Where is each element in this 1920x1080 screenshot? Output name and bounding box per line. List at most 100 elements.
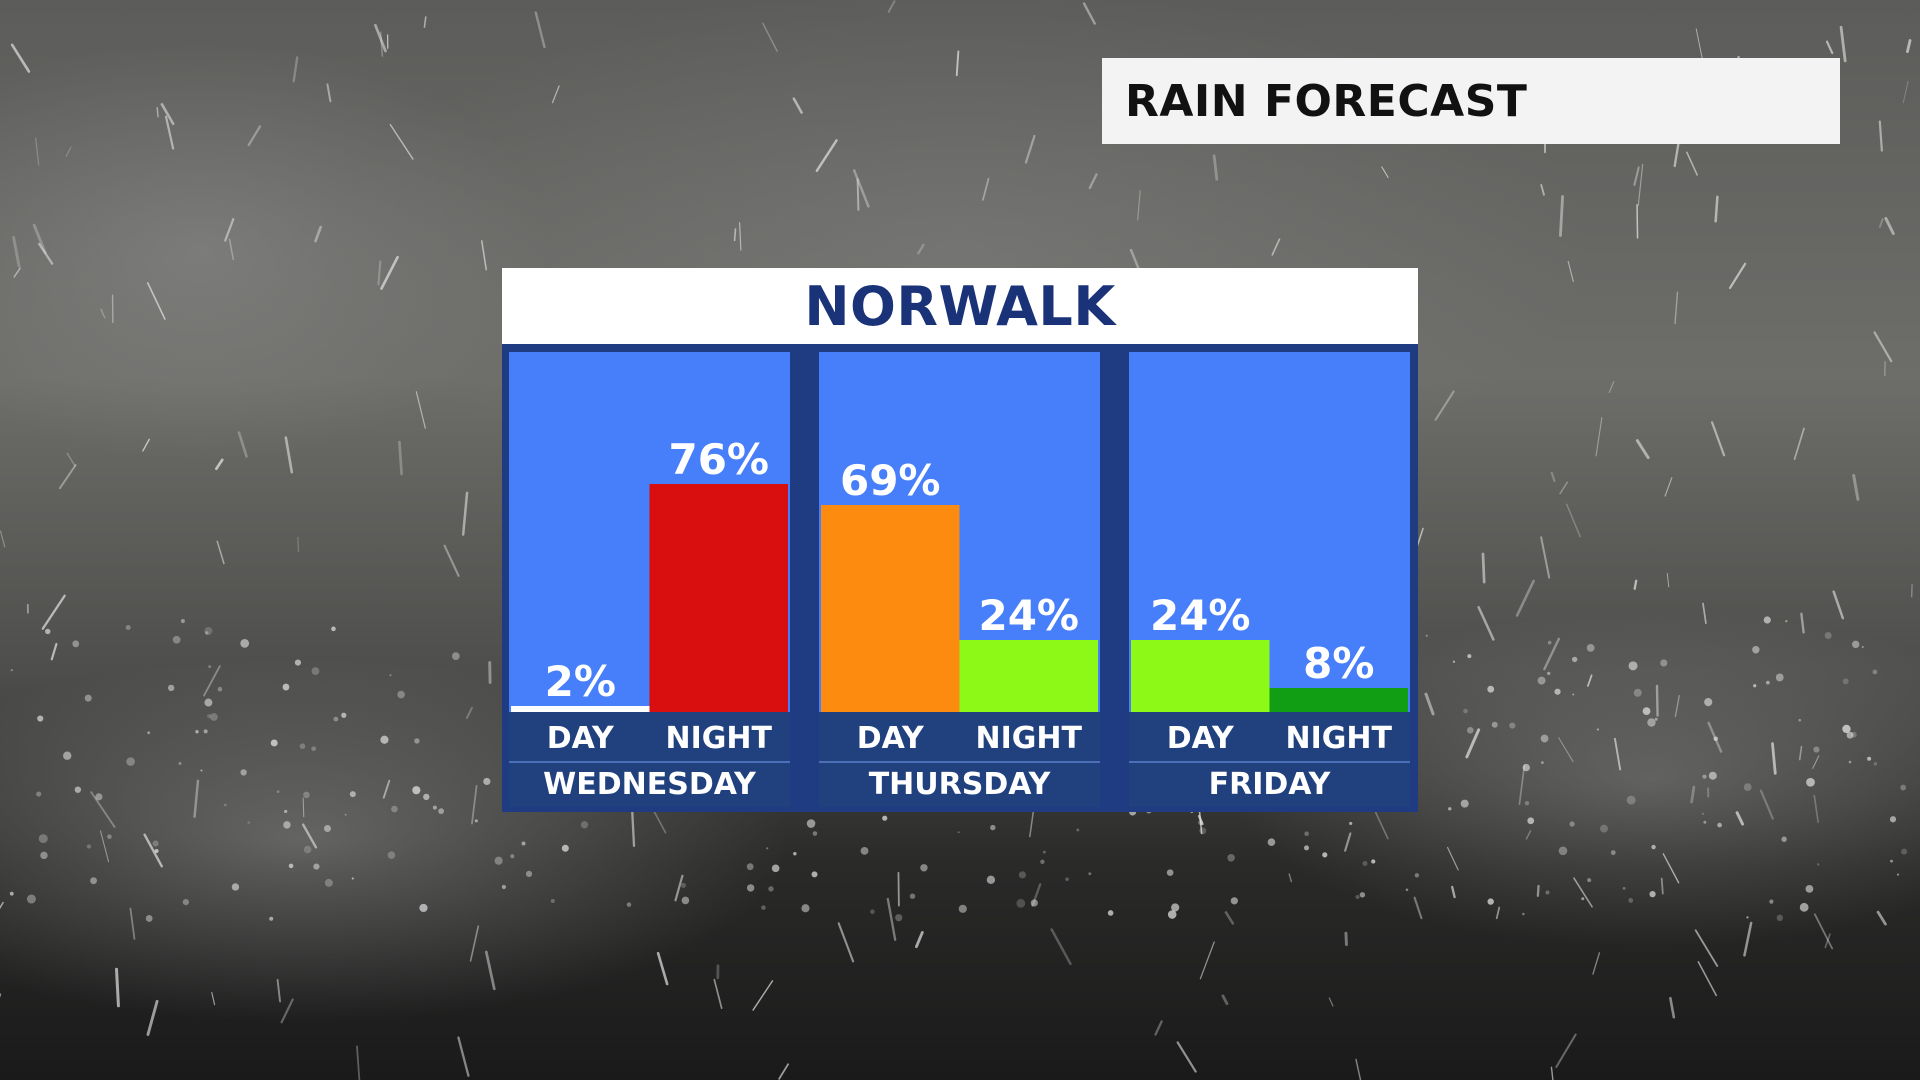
day-label-band (509, 763, 790, 807)
splash-droplet (270, 739, 278, 747)
rain-streak (1878, 120, 1883, 152)
splash-droplet (1622, 887, 1626, 890)
data-label: 8% (1303, 639, 1374, 688)
splash-droplet (1703, 820, 1707, 824)
rain-streak (1690, 785, 1696, 804)
splash-droplet (152, 840, 159, 847)
splash-droplet (349, 791, 356, 798)
splash-droplet (145, 915, 153, 922)
splash-droplet (1362, 861, 1368, 867)
splash-droplet (40, 851, 48, 860)
forecast-panel: NORWALK 2% DAY 76% NIGHT WEDNESDAY 69% DAY 24% N… (502, 268, 1418, 812)
splash-droplet (269, 916, 274, 921)
splash-droplet (680, 882, 686, 888)
rain-streak (461, 491, 469, 536)
splash-droplet (1799, 902, 1809, 912)
rain-streak (1728, 262, 1747, 290)
rain-streak (1212, 154, 1219, 181)
splash-droplet (1702, 774, 1707, 779)
rain-streak (1525, 830, 1532, 840)
splash-droplet (1487, 685, 1495, 693)
splash-droplet (167, 684, 175, 692)
splash-droplet (387, 851, 396, 859)
splash-droplet (1781, 836, 1787, 842)
rain-streak (955, 50, 960, 77)
splash-droplet (412, 786, 421, 795)
data-label: 2% (545, 657, 616, 706)
rain-streak (443, 544, 460, 577)
rain-streak (982, 177, 990, 201)
rain-streak (1271, 238, 1281, 256)
rain-streak (1465, 728, 1481, 759)
splash-droplet (1628, 661, 1638, 671)
splash-droplet (1359, 892, 1366, 898)
splash-droplet (1487, 898, 1494, 905)
bar-thursday-night (959, 640, 1098, 712)
rain-streak (32, 223, 47, 254)
splash-droplet (882, 815, 888, 821)
day-label-band (1129, 763, 1410, 807)
rain-streak (1031, 883, 1042, 907)
splash-droplet (303, 791, 310, 799)
location-name: NORWALK (804, 274, 1116, 338)
rain-streak (1608, 381, 1615, 394)
splash-droplet (1171, 903, 1180, 912)
splash-droplet (1776, 914, 1784, 922)
splash-droplet (1765, 680, 1770, 685)
rain-streak (1873, 331, 1893, 363)
rain-streak (1697, 961, 1718, 997)
rain-streak (484, 950, 496, 991)
splash-droplet (1198, 820, 1204, 826)
rain-streak (1812, 755, 1820, 769)
splash-droplet (63, 751, 72, 760)
rain-streak (10, 43, 31, 73)
splash-droplet (204, 698, 213, 707)
splash-droplet (36, 791, 42, 797)
rain-streak (1224, 911, 1235, 925)
splash-droplet (86, 844, 92, 849)
splash-droplet (1798, 718, 1802, 722)
rain-streak (481, 240, 488, 271)
splash-droplet (1572, 693, 1575, 696)
rain-streak (1540, 536, 1551, 579)
day-label: THURSDAY (869, 767, 1052, 802)
rain-streak (160, 103, 175, 126)
rain-streak (326, 83, 332, 103)
splash-droplet (1769, 899, 1774, 904)
rain-streak (1839, 25, 1847, 63)
rain-streak (1669, 996, 1676, 1019)
rain-streak (1413, 896, 1423, 920)
splash-droplet (746, 863, 754, 871)
splash-droplet (284, 809, 288, 814)
rain-streak (1447, 846, 1459, 871)
period-label: DAY (857, 721, 925, 756)
splash-droplet (1586, 643, 1595, 652)
rain-streak (534, 11, 546, 49)
rain-streak (1088, 173, 1098, 190)
splash-droplet (1763, 616, 1771, 624)
rain-streak (739, 222, 742, 251)
rain-streak (656, 951, 669, 986)
rain-streak (653, 810, 667, 834)
splash-droplet (521, 841, 526, 846)
rain-streak (284, 436, 294, 474)
splash-droplet (1547, 671, 1551, 676)
splash-droplet (1596, 728, 1599, 731)
splash-droplet (324, 878, 333, 887)
splash-droplet (172, 635, 181, 644)
splash-droplet (1842, 724, 1851, 734)
splash-droplet (391, 805, 398, 813)
splash-droplet (1626, 795, 1636, 805)
splash-droplet (920, 864, 928, 872)
splash-droplet (1649, 891, 1656, 898)
splash-droplet (681, 896, 690, 905)
rain-streak (13, 267, 21, 278)
rain-streak (142, 438, 150, 452)
rain-streak (778, 1063, 790, 1080)
splash-droplet (1889, 816, 1897, 823)
splash-droplet (1890, 859, 1893, 863)
rain-streak (1832, 590, 1845, 620)
splash-droplet (806, 819, 816, 828)
rain-streak (1355, 1058, 1362, 1080)
rain-streak (374, 23, 387, 53)
